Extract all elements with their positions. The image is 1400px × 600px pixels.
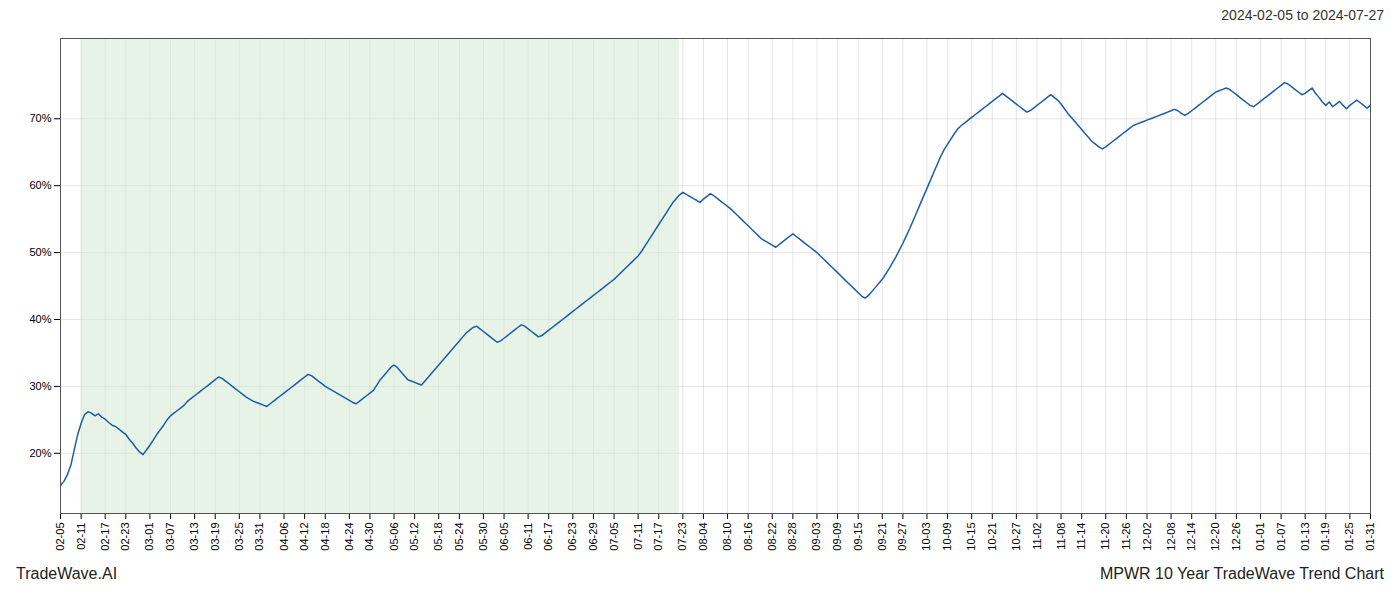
svg-text:08-04: 08-04 bbox=[697, 523, 709, 551]
svg-text:07-23: 07-23 bbox=[676, 523, 688, 551]
svg-text:10-03: 10-03 bbox=[920, 523, 932, 551]
svg-text:07-17: 07-17 bbox=[652, 523, 664, 551]
svg-text:11-02: 11-02 bbox=[1031, 523, 1043, 550]
svg-text:01-31: 01-31 bbox=[1364, 523, 1376, 551]
svg-text:05-18: 05-18 bbox=[432, 523, 444, 551]
svg-text:02-05: 02-05 bbox=[54, 523, 66, 551]
svg-text:11-14: 11-14 bbox=[1075, 523, 1087, 550]
svg-text:08-10: 08-10 bbox=[721, 523, 733, 551]
svg-text:05-12: 05-12 bbox=[408, 523, 420, 551]
svg-text:05-30: 05-30 bbox=[477, 523, 489, 551]
svg-text:10-27: 10-27 bbox=[1010, 523, 1022, 551]
svg-text:03-13: 03-13 bbox=[188, 523, 200, 551]
svg-text:11-26: 11-26 bbox=[1120, 523, 1132, 550]
svg-text:12-26: 12-26 bbox=[1230, 523, 1242, 551]
svg-text:11-08: 11-08 bbox=[1055, 523, 1067, 550]
svg-text:40%: 40% bbox=[29, 313, 51, 325]
svg-text:04-24: 04-24 bbox=[343, 523, 355, 551]
svg-text:08-16: 08-16 bbox=[742, 523, 754, 551]
svg-text:06-11: 06-11 bbox=[522, 523, 534, 550]
svg-text:09-09: 09-09 bbox=[831, 523, 843, 551]
svg-text:30%: 30% bbox=[29, 380, 51, 392]
svg-text:05-24: 05-24 bbox=[453, 523, 465, 551]
svg-text:04-06: 04-06 bbox=[278, 523, 290, 551]
svg-text:01-07: 01-07 bbox=[1275, 523, 1287, 551]
svg-text:01-19: 01-19 bbox=[1319, 523, 1331, 551]
svg-text:12-14: 12-14 bbox=[1185, 523, 1197, 551]
svg-text:06-17: 06-17 bbox=[542, 523, 554, 551]
svg-text:03-25: 03-25 bbox=[233, 523, 245, 551]
svg-text:03-07: 03-07 bbox=[164, 523, 176, 551]
svg-text:50%: 50% bbox=[29, 246, 51, 258]
svg-text:10-15: 10-15 bbox=[965, 523, 977, 551]
svg-text:02-17: 02-17 bbox=[99, 523, 111, 551]
svg-text:12-20: 12-20 bbox=[1209, 523, 1221, 551]
svg-text:09-15: 09-15 bbox=[852, 523, 864, 551]
svg-text:06-23: 06-23 bbox=[566, 523, 578, 551]
svg-text:01-25: 01-25 bbox=[1343, 523, 1355, 551]
svg-text:12-02: 12-02 bbox=[1141, 523, 1153, 551]
svg-text:01-01: 01-01 bbox=[1254, 523, 1266, 551]
svg-text:03-31: 03-31 bbox=[253, 523, 265, 551]
svg-text:20%: 20% bbox=[29, 447, 51, 459]
svg-text:06-29: 06-29 bbox=[587, 523, 599, 551]
svg-text:60%: 60% bbox=[29, 179, 51, 191]
svg-text:07-05: 07-05 bbox=[608, 523, 620, 551]
svg-text:03-19: 03-19 bbox=[209, 523, 221, 551]
svg-text:02-23: 02-23 bbox=[119, 523, 131, 551]
svg-text:04-30: 04-30 bbox=[363, 523, 375, 551]
svg-text:09-21: 09-21 bbox=[876, 523, 888, 551]
svg-text:12-08: 12-08 bbox=[1165, 523, 1177, 551]
svg-text:01-13: 01-13 bbox=[1299, 523, 1311, 551]
svg-text:09-27: 09-27 bbox=[896, 523, 908, 551]
svg-text:02-11: 02-11 bbox=[75, 523, 87, 550]
html-text:TradeWave.AI: TradeWave.AI bbox=[16, 565, 118, 582]
svg-text:08-28: 08-28 bbox=[786, 523, 798, 551]
svg-text:04-12: 04-12 bbox=[298, 523, 310, 551]
html-text:MPWR 10 Year TradeWave Trend C: MPWR 10 Year TradeWave Trend Chart bbox=[1100, 565, 1384, 582]
svg-text:10-21: 10-21 bbox=[986, 523, 998, 551]
html-text:2024-02-05 to 2024-07-27: 2024-02-05 to 2024-07-27 bbox=[1221, 7, 1384, 23]
svg-text:03-01: 03-01 bbox=[143, 523, 155, 551]
svg-text:05-06: 05-06 bbox=[388, 523, 400, 551]
svg-text:11-20: 11-20 bbox=[1099, 523, 1111, 550]
svg-text:09-03: 09-03 bbox=[810, 523, 822, 551]
svg-text:10-09: 10-09 bbox=[941, 523, 953, 551]
svg-text:04-18: 04-18 bbox=[319, 523, 331, 551]
svg-text:06-05: 06-05 bbox=[498, 523, 510, 551]
svg-text:08-22: 08-22 bbox=[766, 523, 778, 551]
svg-text:70%: 70% bbox=[29, 112, 51, 124]
svg-text:07-11: 07-11 bbox=[632, 523, 644, 550]
